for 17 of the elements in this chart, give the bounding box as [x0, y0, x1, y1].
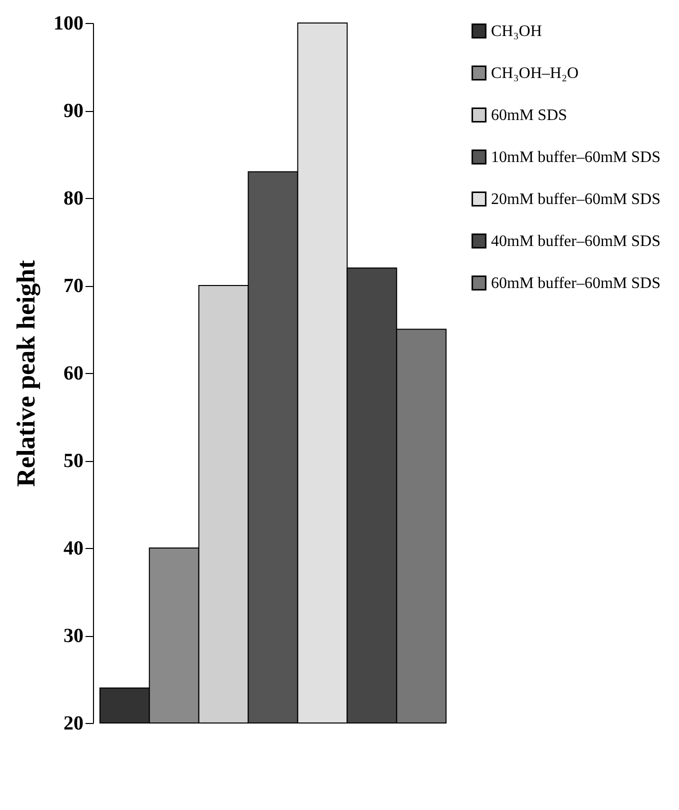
y-tick-label: 80: [64, 188, 84, 210]
y-tick-label: 40: [64, 538, 84, 560]
y-tick-label: 100: [54, 12, 84, 34]
legend-label: 40mM buffer–60mM SDS: [491, 233, 660, 250]
legend-label: 10mM buffer–60mM SDS: [491, 149, 660, 166]
legend-label: CH₃OH–H₂O: [491, 65, 579, 82]
y-tick-label: 60: [64, 362, 84, 384]
legend-label: 20mM buffer–60mM SDS: [491, 191, 660, 208]
legend-label: 60mM buffer–60mM SDS: [491, 275, 660, 292]
legend-label: CH₃OH: [491, 23, 542, 40]
y-tick-label: 30: [64, 625, 84, 647]
y-axis-title: Relative peak height: [12, 260, 40, 487]
y-tick-label: 70: [64, 275, 84, 297]
y-tick-label: 20: [64, 712, 84, 734]
legend-label: 60mM SDS: [491, 107, 568, 124]
y-tick-label: 90: [64, 100, 84, 122]
y-tick-label: 50: [64, 450, 84, 472]
